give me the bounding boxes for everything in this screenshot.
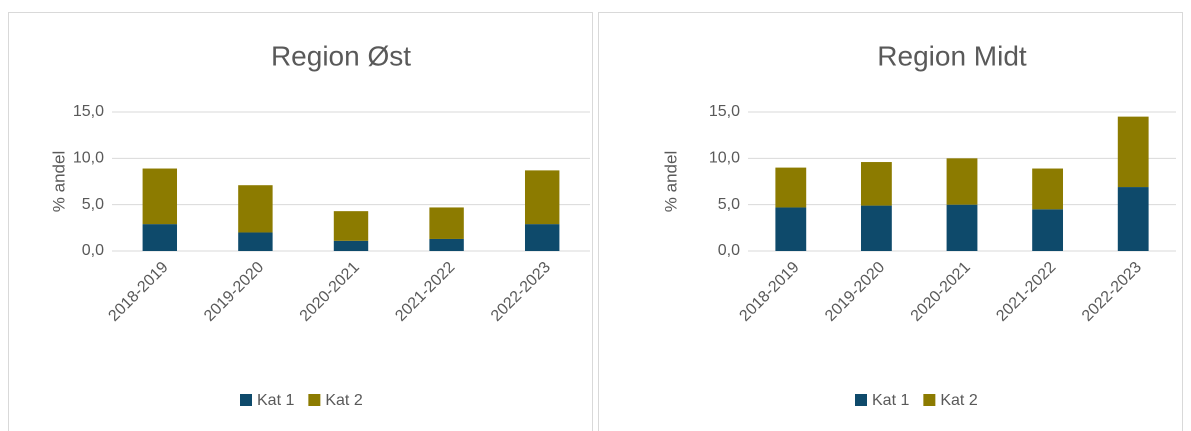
legend-swatch <box>240 394 252 406</box>
bar-segment <box>775 167 807 208</box>
bar-segment <box>860 162 892 206</box>
y-axis-title: % andel <box>661 151 680 212</box>
y-tick-label: 0,0 <box>718 242 740 259</box>
legend-swatch <box>308 394 321 406</box>
bar-segment <box>238 232 273 251</box>
bar-segment <box>333 240 369 251</box>
chart-title: Region Midt <box>877 40 1027 71</box>
chart-title: Region Øst <box>271 40 411 71</box>
bar-segment <box>1032 209 1064 251</box>
legend-swatch <box>923 394 936 406</box>
y-tick-label: 5,0 <box>718 196 740 213</box>
legend-swatch <box>855 394 867 406</box>
panel <box>8 12 593 431</box>
bar-segment <box>1032 168 1064 210</box>
bar-segment <box>946 158 978 205</box>
y-axis-title: % andel <box>49 151 68 212</box>
legend-label: Kat 2 <box>325 392 362 409</box>
y-tick-label: 10,0 <box>709 150 740 167</box>
bar-segment <box>142 224 178 251</box>
legend-label: Kat 2 <box>940 392 977 409</box>
legend-label: Kat 1 <box>257 392 294 409</box>
bar-segment <box>1117 116 1149 188</box>
bar-segment <box>524 224 560 251</box>
bar-segment <box>524 170 560 225</box>
y-tick-label: 5,0 <box>82 196 104 213</box>
y-tick-label: 10,0 <box>73 150 104 167</box>
bar-segment <box>238 185 273 233</box>
bar-segment <box>775 207 807 251</box>
bar-segment <box>429 207 464 239</box>
legend-label: Kat 1 <box>872 392 909 409</box>
bar-segment <box>946 204 978 251</box>
y-tick-label: 0,0 <box>82 242 104 259</box>
y-tick-label: 15,0 <box>73 103 104 120</box>
bar-segment <box>1117 187 1149 251</box>
bar-segment <box>860 205 892 251</box>
y-tick-label: 15,0 <box>709 103 740 120</box>
bar-segment <box>333 211 369 241</box>
bar-segment <box>429 238 464 251</box>
bar-segment <box>142 168 178 225</box>
